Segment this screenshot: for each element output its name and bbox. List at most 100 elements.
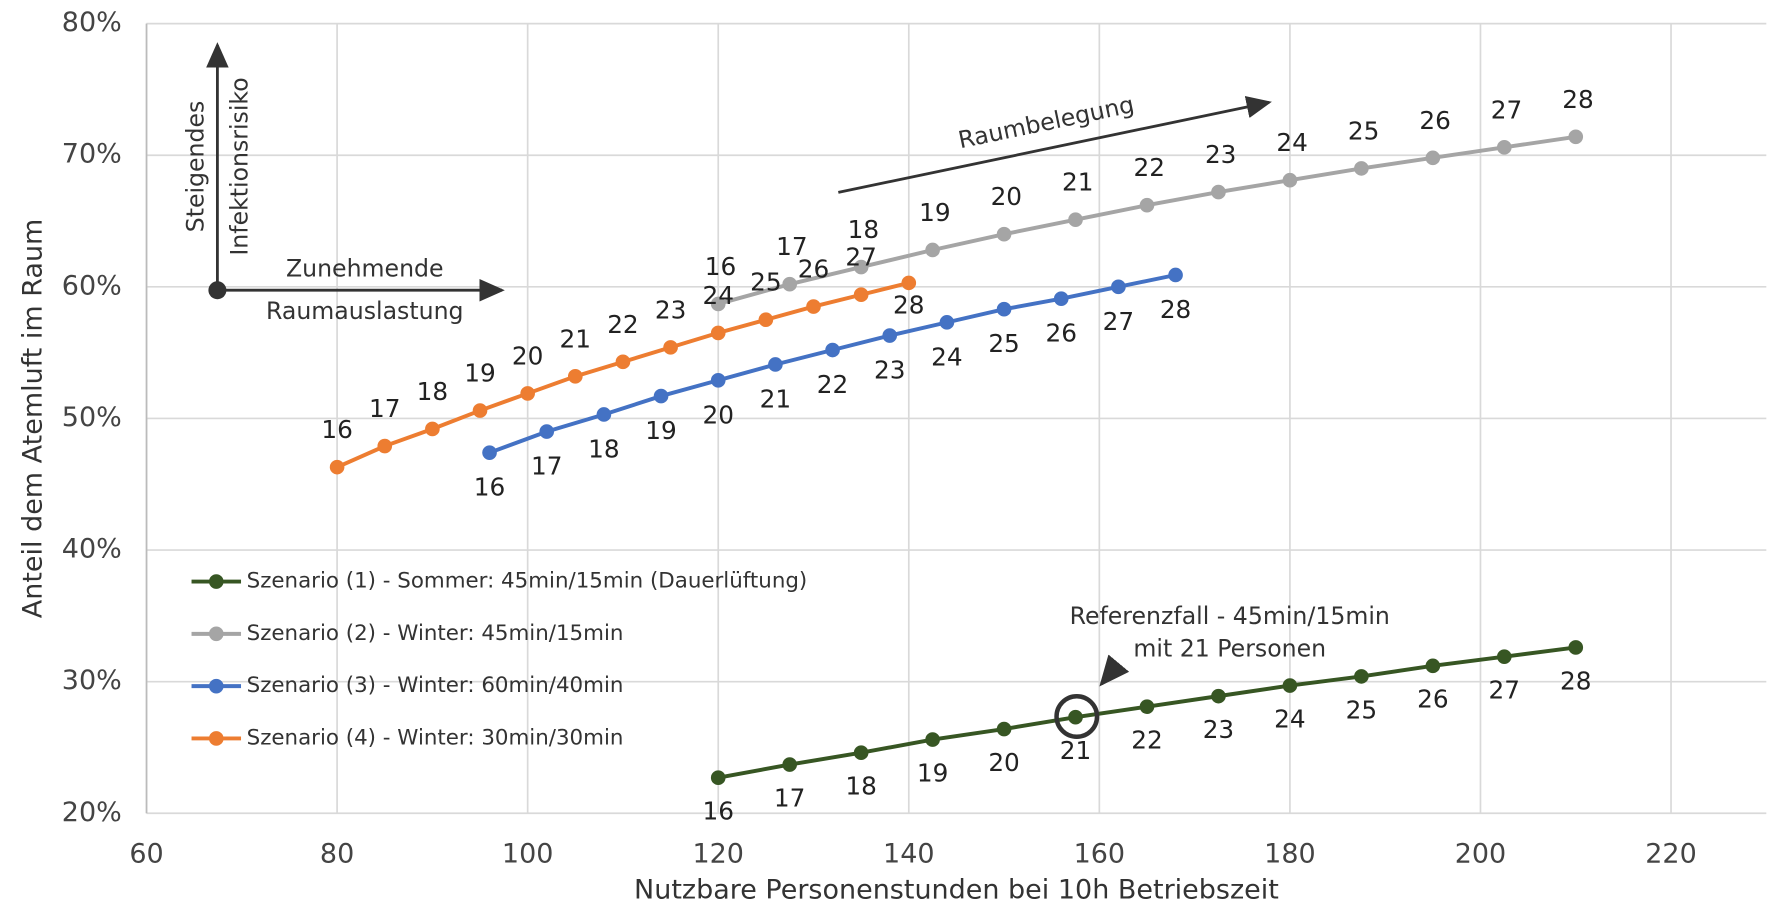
point-label: 18 (417, 377, 448, 406)
point-label: 16 (321, 415, 352, 444)
legend-marker (209, 574, 224, 589)
data-point (997, 227, 1012, 242)
data-point (854, 287, 869, 302)
point-label: 28 (893, 291, 924, 320)
data-point (711, 373, 726, 388)
point-label: 19 (645, 416, 676, 445)
point-label: 20 (702, 400, 733, 429)
plot-area: 16 17 18 19 20 21 22 23 24 25 26 27 28 Szenario (1) -… (192, 85, 1594, 826)
point-label: 25 (750, 268, 781, 297)
data-point (330, 460, 345, 475)
point-label: 27 (1489, 676, 1520, 705)
point-label: 23 (1205, 140, 1236, 169)
y-tick-label: 20% (62, 797, 122, 828)
point-label: 27 (845, 243, 876, 272)
data-point (616, 355, 631, 370)
point-label: 16 (474, 473, 505, 502)
x-axis-label: Nutzbare Personenstunden bei 10h Betrieb… (634, 874, 1279, 905)
point-label: 25 (1348, 116, 1379, 145)
point-label: 26 (1045, 319, 1076, 348)
x-tick-label: 120 (692, 838, 744, 869)
data-point (1354, 669, 1369, 684)
point-label: 24 (1274, 704, 1305, 733)
legend-label: Szenario (1) - Sommer: 45min/15min (Daue… (247, 569, 808, 594)
point-label: 27 (1103, 307, 1134, 336)
x-tick-label: 180 (1264, 838, 1316, 869)
legend-marker (209, 731, 224, 746)
point-label: 24 (1276, 128, 1307, 157)
reference-label: mit 21 Personen (1133, 635, 1326, 663)
chart: Nutzbare Personenstunden bei 10h Betrieb… (0, 0, 1770, 910)
data-point (782, 277, 797, 292)
risk-label: Infektionsrisiko (226, 77, 254, 255)
point-label: 16 (702, 797, 733, 826)
point-label: 24 (931, 342, 962, 371)
legend-label: Szenario (3) - Winter: 60min/40min (247, 673, 624, 698)
data-point (1568, 129, 1583, 144)
data-point (806, 299, 821, 314)
point-label: 18 (848, 215, 879, 244)
data-point (711, 326, 726, 341)
data-point (882, 328, 897, 343)
point-label: 25 (1346, 695, 1377, 724)
point-label: 27 (1491, 95, 1522, 124)
point-label: 21 (1060, 736, 1091, 765)
point-label: 25 (988, 329, 1019, 358)
point-label: 21 (1062, 168, 1093, 197)
point-label: 17 (774, 783, 805, 812)
x-tick-label: 80 (320, 838, 354, 869)
data-point (568, 369, 583, 384)
load-label: Zunehmende (286, 254, 444, 282)
data-point (654, 389, 669, 404)
data-point (1354, 161, 1369, 176)
data-point (1168, 268, 1183, 283)
point-label: 26 (1417, 685, 1448, 714)
data-point (425, 422, 440, 437)
data-point (925, 732, 940, 747)
data-point (1497, 649, 1512, 664)
point-label: 19 (464, 359, 495, 388)
data-point (1283, 678, 1298, 693)
x-tick-label: 220 (1645, 838, 1697, 869)
data-point (597, 407, 612, 422)
point-label: 21 (560, 324, 591, 353)
point-label: 28 (1562, 85, 1593, 114)
point-label: 20 (512, 341, 543, 370)
data-point (854, 745, 869, 760)
data-point (1068, 212, 1083, 227)
x-tick-label: 160 (1074, 838, 1126, 869)
occupancy-label: Raumbelegung (956, 90, 1137, 154)
risk-label: Steigendes (182, 101, 210, 233)
y-tick-label: 40% (62, 534, 122, 565)
point-label: 28 (1160, 295, 1191, 324)
data-point (482, 445, 497, 460)
point-label: 28 (1560, 666, 1591, 695)
data-point (711, 770, 726, 785)
point-label: 19 (917, 758, 948, 787)
data-point (768, 357, 783, 372)
point-label: 20 (991, 182, 1022, 211)
y-tick-label: 30% (62, 665, 122, 696)
arrow-origin (208, 281, 226, 299)
data-point (539, 424, 554, 439)
data-point (759, 312, 774, 327)
point-label: 18 (588, 434, 619, 463)
point-label: 23 (655, 295, 686, 324)
point-label: 22 (1131, 726, 1162, 755)
data-point (940, 315, 955, 330)
point-label: 20 (988, 748, 1019, 777)
data-point (1054, 291, 1069, 306)
point-label: 26 (1419, 106, 1450, 135)
data-point (997, 302, 1012, 317)
data-point (825, 343, 840, 358)
point-label: 16 (705, 252, 736, 281)
point-label: 17 (369, 394, 400, 423)
data-point (377, 439, 392, 454)
reference-label: Referenzfall - 45min/15min (1070, 602, 1390, 630)
data-point (1497, 140, 1512, 155)
data-point (997, 722, 1012, 737)
y-tick-label: 70% (62, 139, 122, 170)
y-tick-label: 60% (62, 270, 122, 301)
point-label: 19 (919, 198, 950, 227)
legend-marker (209, 627, 224, 642)
